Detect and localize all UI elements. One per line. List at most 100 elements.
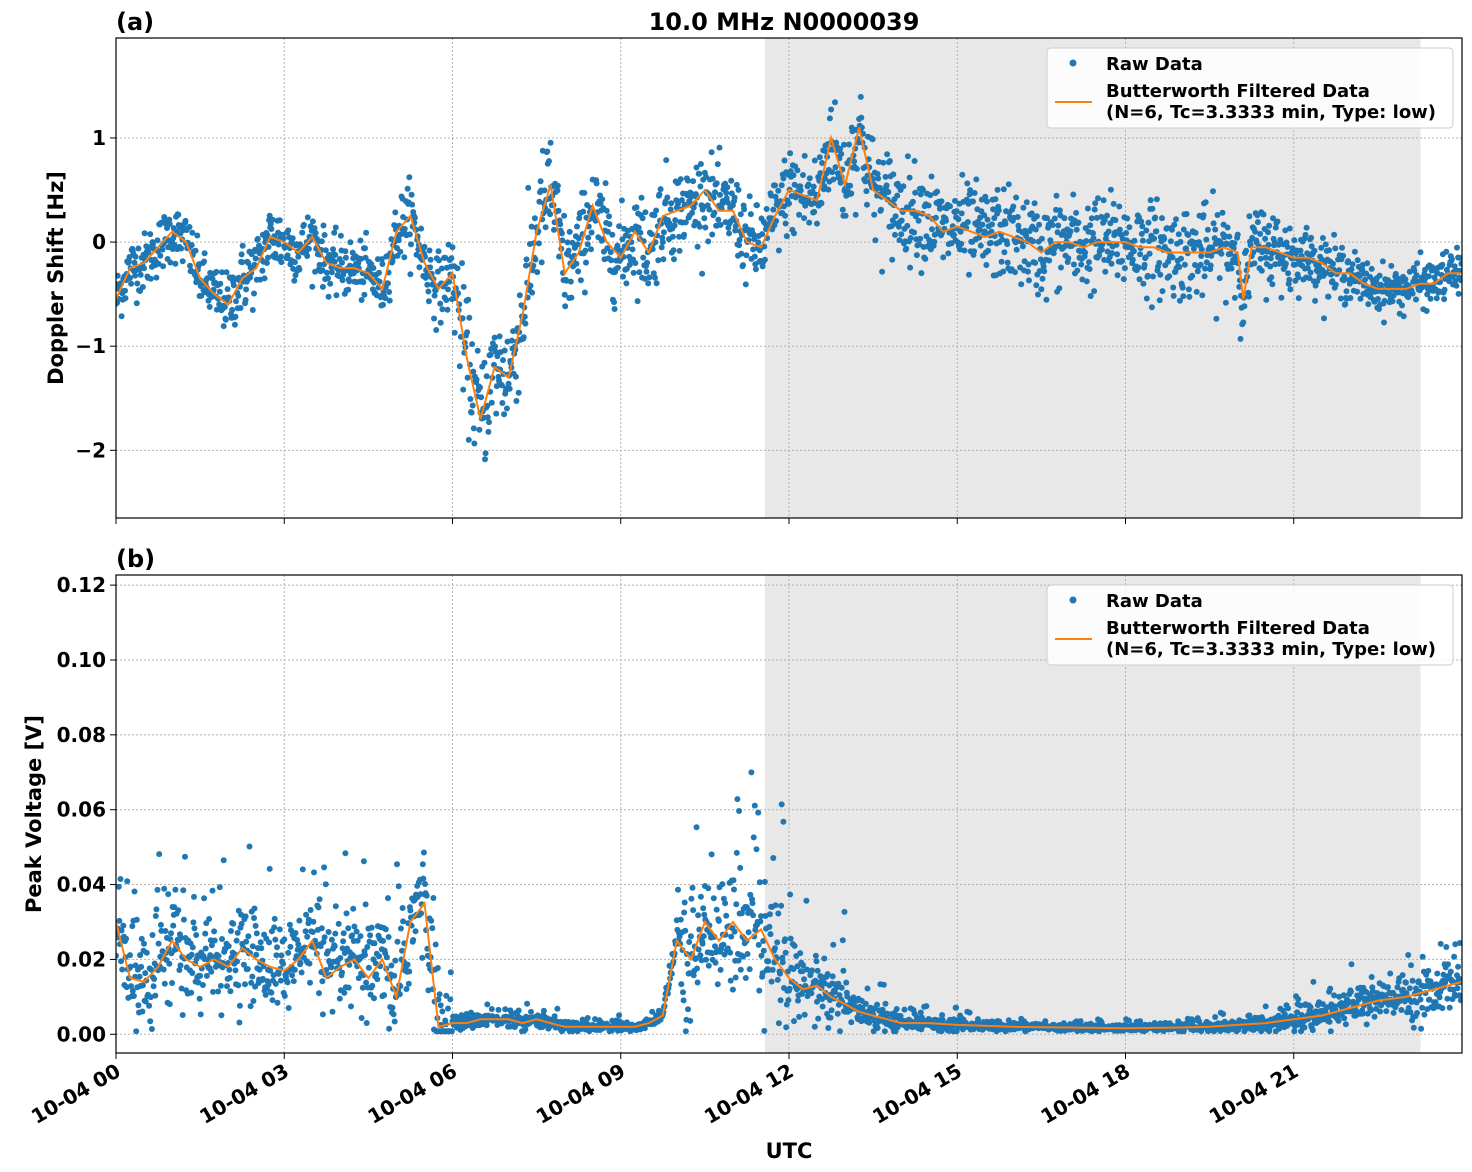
- y-tick-label: 0.08: [57, 723, 106, 747]
- raw-data-point: [616, 1012, 623, 1019]
- y-tick-label: 0.12: [57, 573, 106, 597]
- raw-data-point: [439, 1008, 446, 1015]
- x-tick-label: 10-04 09: [532, 1059, 630, 1129]
- raw-data-point: [394, 938, 401, 945]
- raw-data-point: [1093, 214, 1100, 221]
- raw-data-point: [362, 254, 369, 261]
- raw-data-point: [448, 1028, 455, 1035]
- raw-data-point: [291, 259, 298, 266]
- raw-data-point: [1312, 297, 1319, 304]
- raw-data-point: [780, 818, 787, 825]
- raw-data-point: [694, 243, 701, 250]
- raw-data-point: [470, 368, 477, 375]
- raw-data-point: [1275, 241, 1282, 248]
- raw-data-point: [782, 220, 789, 227]
- raw-data-point: [805, 181, 812, 188]
- raw-data-point: [423, 892, 430, 899]
- raw-data-point: [886, 158, 893, 164]
- raw-data-point: [466, 314, 473, 321]
- raw-data-point: [759, 231, 766, 238]
- x-tick-label: 10-04 15: [868, 1059, 966, 1129]
- raw-data-point: [825, 186, 832, 193]
- raw-data-point: [1223, 240, 1230, 247]
- raw-data-point: [1262, 235, 1269, 242]
- raw-data-point: [701, 911, 708, 918]
- raw-data-point: [464, 374, 471, 381]
- raw-data-point: [581, 289, 588, 296]
- raw-data-point: [1231, 240, 1238, 247]
- raw-data-point: [736, 242, 743, 249]
- raw-data-point: [836, 992, 843, 999]
- raw-data-point: [1357, 295, 1364, 302]
- raw-data-point: [240, 961, 247, 968]
- raw-data-point: [182, 853, 188, 860]
- raw-data-point: [653, 207, 660, 214]
- raw-data-point: [513, 398, 520, 404]
- raw-data-point: [559, 237, 566, 244]
- raw-data-point: [671, 222, 678, 229]
- raw-data-point: [234, 929, 241, 936]
- raw-data-point: [938, 1028, 945, 1035]
- raw-data-point: [895, 223, 902, 230]
- raw-data-point: [127, 963, 134, 970]
- raw-data-point: [574, 241, 581, 248]
- raw-data-point: [1453, 282, 1460, 289]
- raw-data-point: [1130, 248, 1137, 255]
- raw-data-point: [175, 907, 182, 914]
- raw-data-point: [769, 966, 776, 973]
- raw-data-point: [160, 263, 167, 270]
- raw-data-point: [468, 409, 475, 416]
- raw-data-point: [1169, 226, 1175, 233]
- raw-data-point: [1269, 281, 1276, 288]
- raw-data-point: [774, 939, 781, 946]
- raw-data-point: [367, 932, 374, 939]
- raw-data-point: [491, 334, 498, 341]
- raw-data-point: [806, 175, 813, 182]
- raw-data-point: [781, 157, 788, 164]
- raw-data-point: [520, 334, 527, 341]
- raw-data-point: [1275, 1012, 1282, 1019]
- raw-data-point: [238, 920, 245, 927]
- raw-data-point: [984, 198, 990, 205]
- raw-data-point: [712, 189, 718, 196]
- raw-data-point: [898, 217, 905, 224]
- raw-data-point: [1295, 274, 1302, 281]
- raw-data-point: [785, 997, 792, 1004]
- raw-data-point: [775, 187, 782, 194]
- raw-data-point: [1091, 206, 1098, 213]
- raw-data-point: [219, 269, 225, 276]
- raw-data-point: [1025, 261, 1032, 268]
- raw-data-point: [235, 292, 242, 299]
- raw-data-point: [1033, 282, 1040, 289]
- raw-data-point: [1124, 215, 1131, 222]
- raw-data-point: [676, 247, 683, 254]
- raw-data-point: [1012, 269, 1018, 276]
- raw-data-point: [1138, 218, 1145, 225]
- raw-data-point: [561, 212, 568, 219]
- raw-data-point: [339, 259, 345, 266]
- raw-data-point: [253, 930, 260, 937]
- panel-label: (a): [116, 8, 154, 36]
- raw-data-point: [840, 967, 847, 974]
- raw-data-point: [328, 936, 335, 943]
- raw-data-point: [228, 928, 234, 934]
- raw-data-point: [667, 206, 674, 213]
- raw-data-point: [1212, 1014, 1219, 1020]
- raw-data-point: [697, 183, 704, 190]
- raw-data-point: [1395, 289, 1402, 296]
- raw-data-point: [1295, 996, 1302, 1003]
- raw-data-point: [492, 343, 499, 350]
- raw-data-point: [1297, 247, 1304, 254]
- legend-filtered-label: Butterworth Filtered Data: [1106, 81, 1370, 102]
- raw-data-point: [694, 965, 700, 972]
- raw-data-point: [335, 920, 342, 927]
- raw-data-point: [246, 843, 253, 850]
- raw-data-point: [824, 971, 831, 978]
- raw-data-point: [641, 275, 648, 282]
- raw-data-point: [1176, 297, 1183, 304]
- raw-data-point: [406, 174, 413, 181]
- raw-data-point: [170, 922, 177, 929]
- raw-data-point: [703, 956, 709, 963]
